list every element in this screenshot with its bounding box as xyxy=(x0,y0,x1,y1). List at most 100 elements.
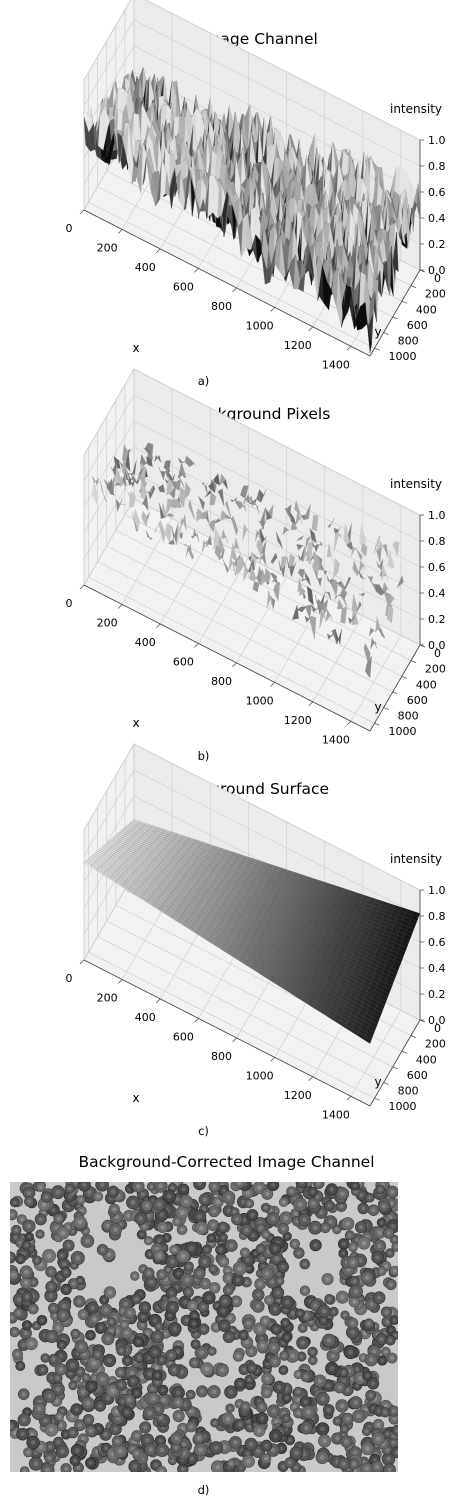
cell-center xyxy=(388,1251,392,1255)
surface-facet xyxy=(355,547,363,561)
cell-center xyxy=(142,1224,147,1229)
surface-facet xyxy=(158,466,166,481)
x-tick xyxy=(308,326,314,332)
surface-facet xyxy=(185,544,193,560)
surface-facet xyxy=(340,606,348,624)
cell-center xyxy=(341,1251,345,1256)
cell-center xyxy=(66,1225,71,1230)
surface-facet xyxy=(327,517,335,528)
cell-center xyxy=(64,1432,68,1437)
surface-facet xyxy=(312,561,319,580)
gridline xyxy=(83,394,421,542)
cell-center xyxy=(302,1262,307,1266)
cell-center xyxy=(18,1364,22,1368)
cell-center xyxy=(103,1432,108,1437)
x-tick xyxy=(117,229,123,234)
cell-center xyxy=(283,1215,289,1221)
surface-facet xyxy=(141,510,149,528)
cell-center xyxy=(270,1447,276,1453)
surface-facet xyxy=(110,460,118,478)
surface-facet xyxy=(305,604,312,619)
surface-facet xyxy=(217,549,225,561)
y-tick xyxy=(383,1082,389,1085)
x-tick xyxy=(79,584,85,590)
surface-facet xyxy=(246,494,254,507)
surface-facet xyxy=(407,922,416,929)
cell-center xyxy=(384,1310,389,1315)
surface-facet xyxy=(256,557,263,560)
corrected-image xyxy=(10,1182,398,1472)
surface-facet xyxy=(319,608,327,630)
surface-facet xyxy=(169,484,177,499)
cell-center xyxy=(311,1358,315,1363)
z-tick-label: 1.0 xyxy=(428,509,446,522)
x-tick-label: 1200 xyxy=(284,1089,312,1102)
x-tick xyxy=(79,209,85,215)
surface-facet xyxy=(282,526,290,536)
cell-center xyxy=(392,1318,397,1322)
cell-center xyxy=(282,1200,286,1204)
cell-center xyxy=(391,1440,396,1445)
cell-center xyxy=(166,1268,171,1272)
surface-facet xyxy=(143,447,150,454)
surface-facet xyxy=(209,491,217,506)
x-tick xyxy=(346,1096,352,1101)
x-tick xyxy=(79,959,85,965)
surface-facet xyxy=(131,511,139,533)
cell-center xyxy=(387,1467,392,1472)
cell-center xyxy=(140,1232,144,1237)
chart-caption: b) xyxy=(197,749,210,763)
cell-center xyxy=(312,1225,318,1231)
x-tick-label: 1400 xyxy=(322,733,350,746)
x-tick xyxy=(117,604,123,609)
cell-center xyxy=(10,1315,15,1320)
surface-facet xyxy=(127,472,135,488)
x-tick xyxy=(156,623,161,629)
y-axis-label: y xyxy=(374,1075,381,1089)
y-tick-label: 800 xyxy=(398,335,419,348)
cell-center xyxy=(35,1324,39,1328)
surface-facet xyxy=(252,581,260,593)
cell-center xyxy=(56,1325,61,1330)
surface-facet xyxy=(270,572,278,583)
cell-center xyxy=(392,1237,396,1242)
x-tick-label: 200 xyxy=(97,991,118,1004)
x-tick xyxy=(270,682,275,687)
y-tick-label: 0 xyxy=(434,272,441,285)
cell-center xyxy=(38,1217,43,1222)
surface-facet xyxy=(217,488,225,507)
cell-center xyxy=(51,1306,56,1311)
cell-center xyxy=(182,1299,188,1305)
x-tick-label: 800 xyxy=(211,1050,232,1063)
surface xyxy=(91,442,404,679)
cell-center xyxy=(309,1320,313,1324)
surface-facet xyxy=(393,960,402,968)
surface-facet xyxy=(189,459,197,468)
surface-facet xyxy=(256,539,264,557)
z-tick-label: 0.0 xyxy=(428,264,446,277)
cell-center xyxy=(246,1459,251,1464)
cell-center xyxy=(43,1418,48,1423)
surface-facet xyxy=(100,480,107,503)
surface-facet xyxy=(360,542,368,557)
x-tick xyxy=(156,998,161,1004)
surface-facet xyxy=(354,600,362,619)
y-tick xyxy=(401,300,407,304)
cell-center xyxy=(296,1372,300,1377)
cell-center xyxy=(10,1212,15,1217)
chart-panel-b: Isolated Background Pixels 0 200 400 600 800… xyxy=(0,367,453,765)
cell-center xyxy=(274,1420,279,1424)
cell-center xyxy=(174,1182,179,1185)
surface-facet xyxy=(358,570,366,580)
surface-facet xyxy=(242,523,250,542)
cell-center xyxy=(64,1466,69,1471)
surface-facet xyxy=(331,578,338,597)
cell-center xyxy=(184,1318,189,1323)
z-tick-label: 0.2 xyxy=(428,988,446,1001)
y-axis-line xyxy=(369,269,421,357)
cell-center xyxy=(14,1228,19,1232)
surface-facet xyxy=(395,952,404,960)
cell-center xyxy=(339,1204,344,1209)
cell-center xyxy=(58,1423,64,1428)
cell-center xyxy=(264,1390,269,1395)
